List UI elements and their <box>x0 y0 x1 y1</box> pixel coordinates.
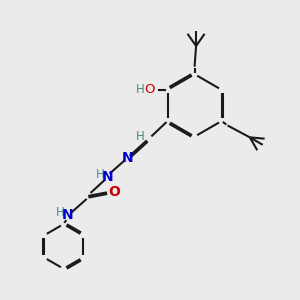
Text: H: H <box>95 168 104 181</box>
Text: H: H <box>136 83 144 96</box>
Text: H: H <box>136 130 145 143</box>
Text: H: H <box>56 206 65 219</box>
Text: N: N <box>62 208 74 222</box>
Text: O: O <box>145 83 155 96</box>
Text: O: O <box>108 185 120 200</box>
Text: N: N <box>101 169 113 184</box>
Text: N: N <box>122 151 133 165</box>
